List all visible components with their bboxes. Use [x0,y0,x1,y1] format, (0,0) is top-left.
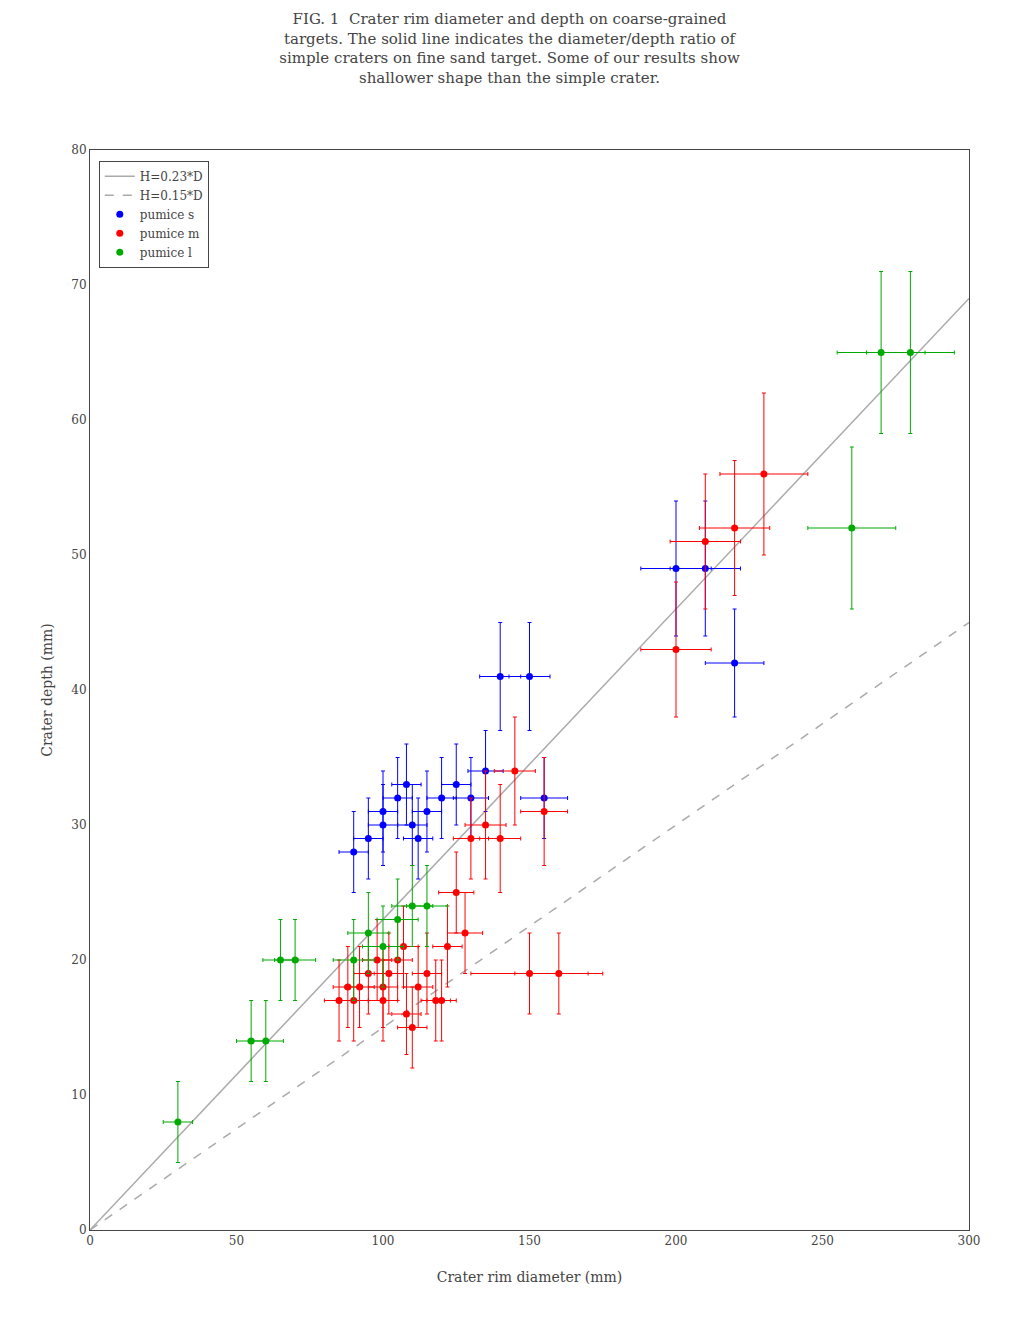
svg-text:pumice l: pumice l [140,246,192,260]
svg-text:200: 200 [665,1234,688,1248]
svg-text:40: 40 [71,683,86,697]
svg-text:150: 150 [518,1234,541,1248]
svg-text:Crater rim diameter (mm): Crater rim diameter (mm) [437,1269,623,1285]
svg-text:70: 70 [71,278,86,292]
svg-text:50: 50 [71,548,86,562]
svg-text:50: 50 [229,1234,244,1248]
svg-text:250: 250 [811,1234,834,1248]
svg-text:H=0.15*D: H=0.15*D [140,189,203,203]
svg-text:pumice m: pumice m [140,227,200,241]
svg-text:100: 100 [372,1234,395,1248]
svg-text:20: 20 [71,953,86,967]
svg-text:Crater depth (mm): Crater depth (mm) [39,623,55,757]
svg-text:60: 60 [71,413,86,427]
svg-text:0: 0 [86,1234,94,1248]
svg-text:300: 300 [958,1234,981,1248]
svg-text:0: 0 [79,1223,87,1237]
svg-text:pumice s: pumice s [140,208,194,222]
svg-text:30: 30 [71,818,86,832]
svg-text:10: 10 [71,1088,86,1102]
svg-text:80: 80 [71,143,86,157]
svg-text:FIG. 1 Crater rim diameter an: FIG. 1 Crater rim diameter and depth on … [279,10,740,87]
svg-text:H=0.23*D: H=0.23*D [140,170,203,184]
